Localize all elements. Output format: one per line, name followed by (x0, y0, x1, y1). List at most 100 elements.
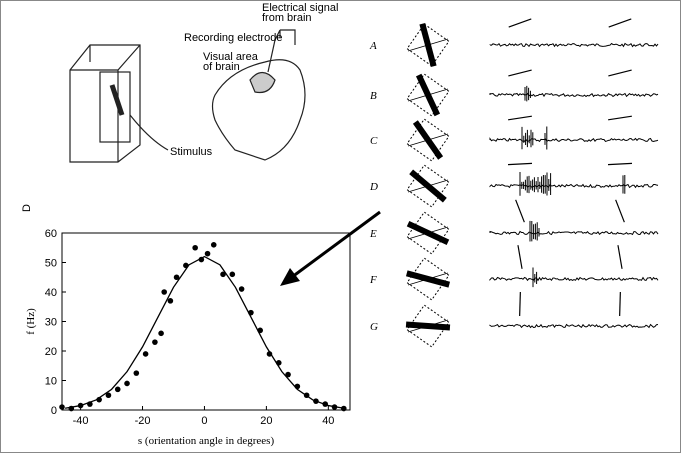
point (210, 242, 217, 248)
spikes (532, 267, 538, 288)
spikes (622, 174, 626, 194)
point (152, 339, 158, 345)
row-label: E (369, 228, 377, 240)
motion-arrow (517, 245, 523, 269)
row-label: C (370, 135, 378, 147)
motion-arrow (608, 115, 632, 121)
receptive-field (406, 257, 450, 301)
bar (415, 73, 441, 117)
label: Recording electrode (184, 32, 282, 44)
motion-arrow (507, 162, 533, 166)
motion-arrow (615, 199, 625, 223)
cat-head (211, 59, 306, 161)
spike-train (489, 276, 659, 282)
panel-label: D (21, 204, 33, 212)
spike-train (489, 92, 659, 98)
point (238, 286, 245, 292)
point (133, 370, 140, 376)
point (285, 371, 291, 378)
y-tick-label: 60 (45, 228, 57, 240)
x-tick-label: 40 (322, 415, 334, 427)
spikes (521, 126, 534, 150)
y-axis-label: f (Hz) (25, 308, 37, 335)
spike-train (489, 323, 659, 329)
motion-arrow (508, 18, 532, 28)
point (142, 351, 149, 357)
label: Visual area (203, 51, 259, 63)
point (167, 298, 174, 304)
stimulus (406, 164, 450, 208)
row-label: B (370, 90, 377, 102)
bar (406, 220, 450, 246)
y-tick-label: 40 (45, 287, 57, 299)
row-label: G (370, 321, 378, 333)
x-tick-label: -40 (73, 415, 89, 427)
stimulus (405, 257, 451, 301)
y-tick-label: 30 (45, 317, 57, 329)
spike-train (489, 230, 659, 236)
motion-arrow (619, 291, 621, 317)
motion-arrow (508, 69, 532, 77)
x-tick-label: 20 (260, 415, 272, 427)
x-tick-label: -20 (135, 415, 151, 427)
stimulus (406, 211, 450, 255)
point (229, 271, 236, 278)
spike-train (489, 137, 659, 143)
monitor (69, 44, 141, 163)
motion-arrow (508, 115, 532, 121)
point (341, 405, 347, 412)
point (266, 351, 273, 357)
motion-arrow (608, 18, 632, 28)
y-tick-label: 10 (45, 376, 57, 388)
point (105, 392, 112, 399)
bar (412, 120, 444, 160)
spikes (544, 126, 548, 150)
bar (409, 169, 447, 203)
y-tick-label: 50 (45, 258, 57, 270)
row-label: A (369, 40, 377, 52)
stimulus (406, 73, 450, 117)
bar (405, 270, 451, 288)
spike-train (489, 42, 659, 48)
screen (99, 71, 131, 143)
stimulus (406, 118, 450, 162)
receptive-field (406, 304, 450, 348)
point (220, 271, 226, 278)
stimulus-bar (109, 84, 125, 116)
label: Electrical signal (262, 2, 338, 14)
x-tick-label: 0 (201, 415, 207, 427)
motion-arrow (519, 291, 521, 317)
receptive-field (406, 118, 450, 162)
cat-diagram (69, 29, 306, 163)
y-tick-label: 0 (51, 405, 57, 417)
x-axis-label: s (orientation angle in degrees) (138, 435, 275, 447)
label: Stimulus (170, 146, 213, 158)
point (59, 404, 65, 410)
spike-train (489, 183, 659, 189)
point (173, 274, 180, 281)
row-label: F (369, 274, 377, 286)
label: from brain (262, 12, 312, 24)
receptive-field (406, 23, 450, 67)
visual-area (249, 71, 276, 94)
pointer (129, 114, 169, 151)
motion-arrow (608, 69, 632, 77)
stimulus (406, 22, 450, 68)
point (158, 330, 164, 337)
y-tick-label: 20 (45, 346, 57, 358)
motion-arrow (515, 199, 525, 223)
label: of brain (203, 61, 240, 73)
receptive-field (406, 73, 450, 117)
motion-arrow (617, 245, 623, 269)
stimulus (405, 304, 451, 348)
spikes (524, 85, 531, 102)
point (124, 380, 130, 387)
bar (419, 22, 437, 68)
point (161, 289, 167, 295)
fit-curve (64, 255, 344, 409)
spikes (529, 220, 540, 242)
row-label: D (369, 181, 378, 193)
point (114, 386, 121, 393)
